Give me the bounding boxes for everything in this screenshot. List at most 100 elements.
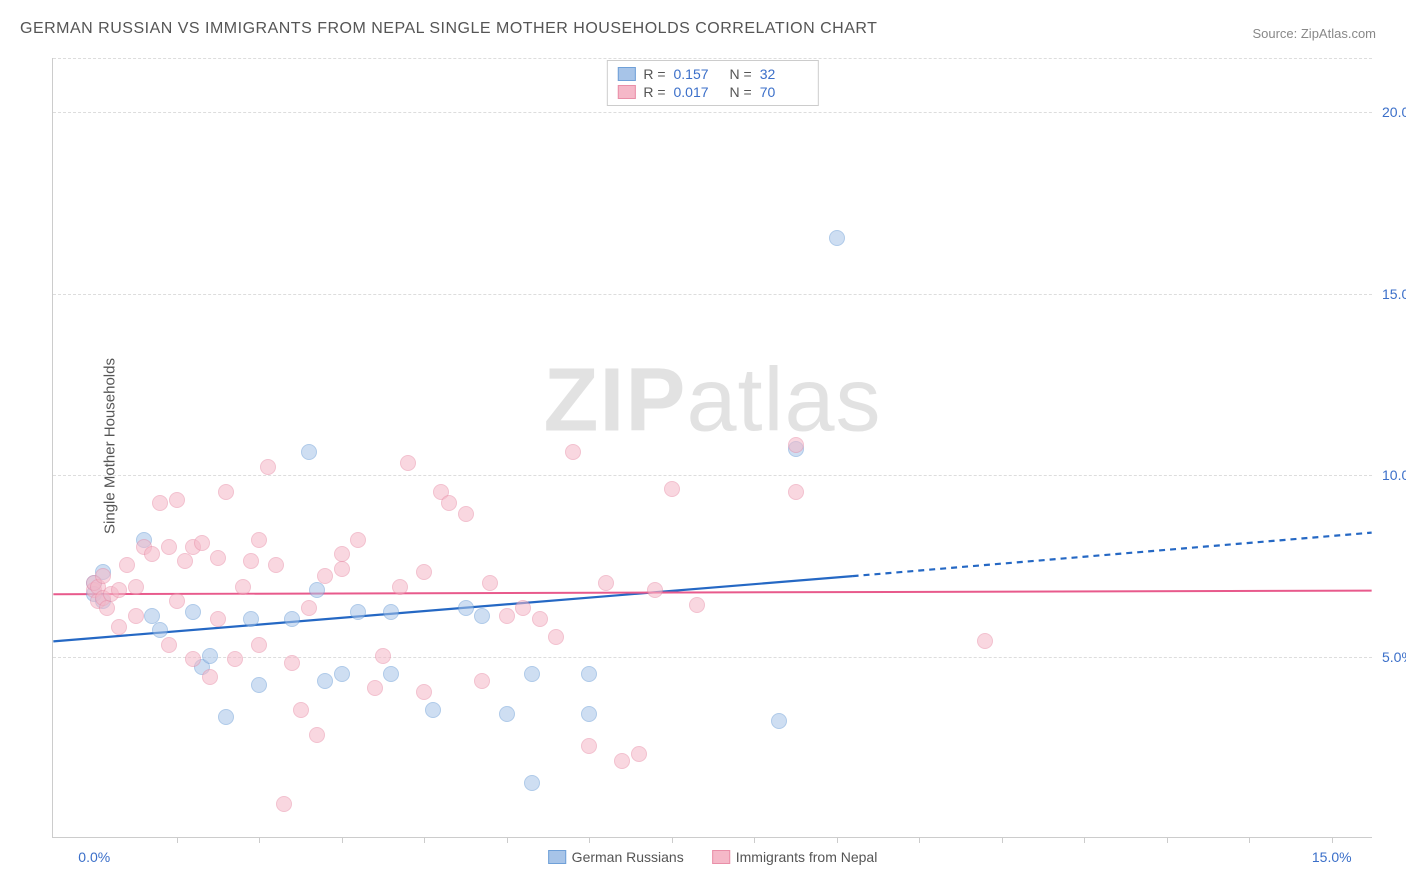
data-point (185, 651, 201, 667)
data-point (416, 564, 432, 580)
data-point (400, 455, 416, 471)
data-point (111, 582, 127, 598)
data-point (317, 673, 333, 689)
data-point (169, 593, 185, 609)
swatch-blue (548, 850, 566, 864)
data-point (243, 611, 259, 627)
swatch-pink (712, 850, 730, 864)
data-point (598, 575, 614, 591)
data-point (210, 550, 226, 566)
data-point (235, 579, 251, 595)
data-point (367, 680, 383, 696)
trend-lines (53, 58, 1372, 837)
data-point (152, 622, 168, 638)
data-point (416, 684, 432, 700)
data-point (169, 492, 185, 508)
data-point (647, 582, 663, 598)
data-point (334, 561, 350, 577)
data-point (350, 604, 366, 620)
watermark: ZIPatlas (543, 349, 881, 452)
data-point (284, 611, 300, 627)
data-point (532, 611, 548, 627)
data-point (251, 677, 267, 693)
x-tick-right: 15.0% (1312, 849, 1352, 865)
data-point (375, 648, 391, 664)
data-point (350, 532, 366, 548)
data-point (309, 582, 325, 598)
data-point (251, 637, 267, 653)
data-point (243, 553, 259, 569)
y-tick-label: 20.0% (1382, 104, 1406, 120)
data-point (392, 579, 408, 595)
data-point (499, 608, 515, 624)
data-point (524, 666, 540, 682)
data-point (260, 459, 276, 475)
data-point (788, 484, 804, 500)
data-point (202, 648, 218, 664)
data-point (284, 655, 300, 671)
data-point (334, 546, 350, 562)
data-point (515, 600, 531, 616)
data-point (499, 706, 515, 722)
stats-row-1: R = 0.157 N = 32 (617, 65, 807, 83)
bottom-legend: German Russians Immigrants from Nepal (548, 849, 878, 865)
data-point (301, 444, 317, 460)
data-point (111, 619, 127, 635)
data-point (185, 604, 201, 620)
data-point (218, 484, 234, 500)
stat-r-label: R = (643, 66, 665, 82)
stat-n-label: N = (730, 66, 752, 82)
data-point (202, 669, 218, 685)
data-point (631, 746, 647, 762)
stats-row-2: R = 0.017 N = 70 (617, 83, 807, 101)
stats-legend-box: R = 0.157 N = 32 R = 0.017 N = 70 (606, 60, 818, 106)
legend-item-1: German Russians (548, 849, 684, 865)
data-point (161, 637, 177, 653)
data-point (977, 633, 993, 649)
data-point (474, 608, 490, 624)
stat-n1: 32 (760, 66, 808, 82)
data-point (548, 629, 564, 645)
data-point (771, 713, 787, 729)
data-point (301, 600, 317, 616)
data-point (227, 651, 243, 667)
data-point (524, 775, 540, 791)
swatch-pink (617, 85, 635, 99)
data-point (95, 568, 111, 584)
data-point (268, 557, 284, 573)
source-label: Source: ZipAtlas.com (1252, 26, 1376, 41)
data-point (210, 611, 226, 627)
stat-n2: 70 (760, 84, 808, 100)
data-point (581, 666, 597, 682)
y-tick-label: 5.0% (1382, 649, 1406, 665)
data-point (441, 495, 457, 511)
data-point (581, 706, 597, 722)
data-point (474, 673, 490, 689)
data-point (458, 600, 474, 616)
data-point (144, 608, 160, 624)
watermark-bold: ZIP (543, 350, 686, 450)
data-point (334, 666, 350, 682)
stat-r-label: R = (643, 84, 665, 100)
data-point (689, 597, 705, 613)
x-tick-left: 0.0% (78, 849, 110, 865)
data-point (383, 604, 399, 620)
data-point (99, 600, 115, 616)
data-point (614, 753, 630, 769)
data-point (128, 579, 144, 595)
data-point (565, 444, 581, 460)
stat-r2: 0.017 (674, 84, 722, 100)
stat-n-label: N = (730, 84, 752, 100)
data-point (458, 506, 474, 522)
data-point (152, 495, 168, 511)
watermark-rest: atlas (686, 350, 881, 450)
y-tick-label: 15.0% (1382, 286, 1406, 302)
data-point (128, 608, 144, 624)
legend-item-2: Immigrants from Nepal (712, 849, 878, 865)
data-point (482, 575, 498, 591)
data-point (251, 532, 267, 548)
plot-area: ZIPatlas R = 0.157 N = 32 R = 0.017 N = … (52, 58, 1372, 838)
data-point (119, 557, 135, 573)
data-point (276, 796, 292, 812)
stat-r1: 0.157 (674, 66, 722, 82)
